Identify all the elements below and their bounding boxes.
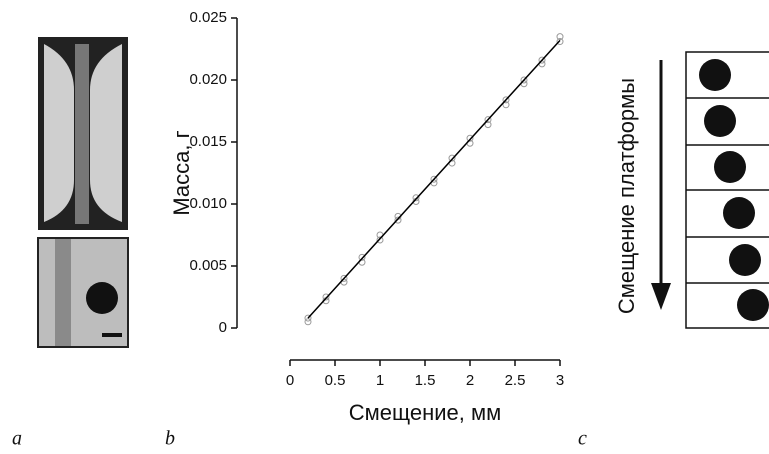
- x-tick-label: 3: [556, 372, 564, 389]
- data-point: [376, 236, 384, 244]
- panel-letter: a: [12, 428, 22, 450]
- panel-a-image: [37, 37, 129, 348]
- data-point: [484, 116, 492, 124]
- x-tick-label: 2.5: [505, 372, 526, 389]
- panel-letter: b: [165, 428, 175, 450]
- x-axis-label: Смещение, мм: [349, 400, 502, 425]
- data-point: [502, 101, 510, 109]
- y-tick-label: 0.015: [189, 133, 227, 150]
- data-point: [304, 314, 312, 322]
- data-point: [358, 253, 366, 261]
- panel-letter: c: [578, 428, 587, 450]
- data-point: [520, 76, 528, 84]
- y-tick-label: 0: [219, 319, 227, 336]
- x-tick-label: 1.5: [415, 372, 436, 389]
- data-point: [502, 96, 510, 104]
- x-tick-label: 2: [466, 372, 474, 389]
- y-tick-label: 0.010: [189, 195, 227, 212]
- data-point: [340, 274, 348, 282]
- panel-c-diagram: [651, 51, 769, 329]
- y-tick-label: 0.020: [189, 71, 227, 88]
- x-tick-label: 1: [376, 372, 384, 389]
- y-axis-label: Масса, г: [169, 130, 194, 215]
- data-point: [556, 38, 564, 46]
- data-point: [430, 175, 438, 183]
- data-point: [448, 154, 456, 162]
- y-tick-label: 0.025: [189, 9, 227, 26]
- panel-c-label: Смещение платформы: [614, 78, 639, 314]
- x-tick-label: 0: [286, 372, 294, 389]
- data-point: [538, 56, 546, 64]
- data-point: [556, 33, 564, 41]
- x-tick-label: 0.5: [325, 372, 346, 389]
- data-point: [484, 121, 492, 129]
- data-point: [412, 194, 420, 202]
- data-point: [304, 318, 312, 326]
- data-point: [466, 134, 474, 142]
- data-point: [322, 293, 330, 301]
- y-tick-label: 0.005: [189, 257, 227, 274]
- fit-line: [307, 39, 561, 319]
- data-point: [394, 216, 402, 224]
